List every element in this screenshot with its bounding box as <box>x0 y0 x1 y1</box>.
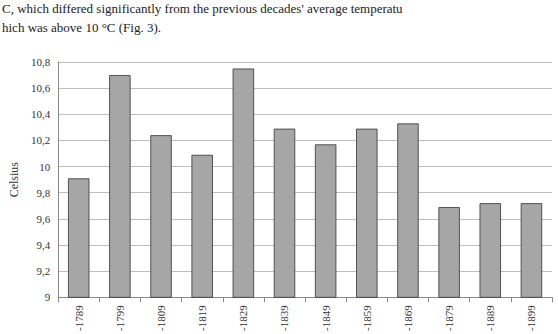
svg-text:9,2: 9,2 <box>36 265 50 277</box>
svg-text:9,4: 9,4 <box>36 239 50 251</box>
svg-text:10,2: 10,2 <box>31 134 50 146</box>
svg-text:-1799: -1799 <box>114 305 126 331</box>
svg-text:10,6: 10,6 <box>31 82 51 94</box>
svg-text:-1889: -1889 <box>484 305 496 331</box>
svg-text:-1819: -1819 <box>196 305 208 331</box>
svg-text:-1829: -1829 <box>237 305 249 331</box>
svg-text:-1789: -1789 <box>73 305 85 331</box>
svg-text:10: 10 <box>39 161 51 173</box>
svg-text:10,4: 10,4 <box>31 108 51 120</box>
svg-text:Celsius: Celsius <box>7 162 21 198</box>
svg-text:10,8: 10,8 <box>31 56 51 68</box>
svg-text:9,6: 9,6 <box>36 213 50 225</box>
svg-text:-1839: -1839 <box>278 305 290 331</box>
svg-text:9: 9 <box>45 291 51 303</box>
svg-text:-1859: -1859 <box>361 305 373 331</box>
svg-text:-1869: -1869 <box>402 305 414 331</box>
svg-text:-1879: -1879 <box>443 305 455 331</box>
svg-text:-1899: -1899 <box>525 305 537 331</box>
svg-text:C, which differed significantl: C, which differed significantly from the… <box>2 1 403 16</box>
svg-text:-1809: -1809 <box>155 305 167 331</box>
svg-text:9,8: 9,8 <box>36 187 50 199</box>
svg-text:hich was above 10 °C (Fig. 3).: hich was above 10 °C (Fig. 3). <box>2 20 161 35</box>
svg-text:-1849: -1849 <box>320 305 332 331</box>
